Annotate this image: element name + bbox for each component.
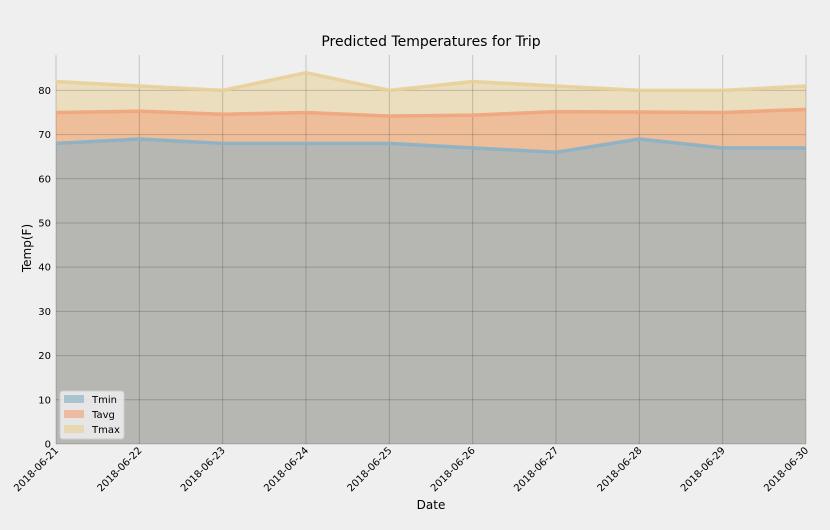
line-tmin [55, 137, 806, 154]
line-tavg [55, 107, 807, 118]
legend: Tmin Tavg Tmax [59, 390, 125, 440]
y-axis-label: Temp(F) [20, 224, 34, 273]
y-tick-label: 60 [38, 174, 51, 185]
legend-swatch-tmin [64, 395, 84, 403]
gridlines [55, 55, 807, 445]
y-tick-label: 30 [38, 307, 51, 318]
y-tick-label: 10 [38, 395, 51, 406]
line-tmax [55, 70, 807, 93]
legend-label-tmin: Tmin [91, 395, 117, 406]
legend-swatch-tmax [64, 425, 84, 433]
y-tick-label: 70 [38, 130, 51, 141]
area-tmin [56, 138, 806, 444]
x-axis-label: Date [417, 498, 446, 512]
y-tick-label: 50 [38, 218, 51, 229]
y-tick-label: 40 [38, 263, 51, 274]
chart-title: Predicted Temperatures for Trip [321, 34, 540, 50]
y-tick-label: 0 [45, 440, 51, 451]
legend-swatch-tavg [64, 410, 84, 418]
area-layer [56, 72, 806, 445]
legend-label-tmax: Tmax [91, 425, 120, 436]
y-tick-label: 80 [38, 86, 51, 97]
y-tick-label: 20 [38, 351, 51, 362]
legend-label-tavg: Tavg [91, 410, 115, 421]
y-axis-ticks: 0 10 20 30 40 50 60 70 80 [38, 86, 51, 451]
series-lines [55, 70, 807, 154]
